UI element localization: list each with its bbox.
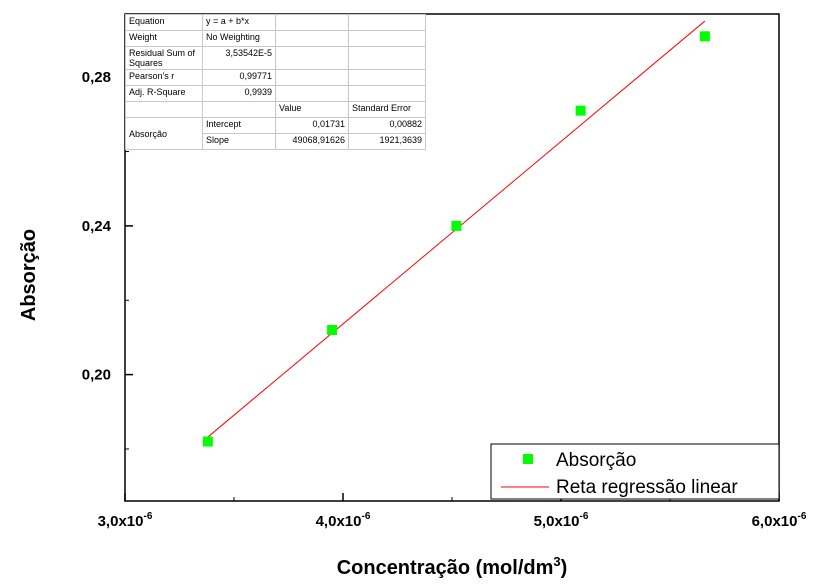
x-tick-exponent: -6 (143, 511, 152, 522)
y-tick-label: 0,24 (82, 218, 112, 235)
table-row: Slope 49068,91626 1921,3639 (126, 133, 426, 150)
table-row: Residual Sum of Squares 3,53542E-5 (125, 46, 426, 70)
rss-value: 3,53542E-5 (202, 46, 276, 70)
slope-label: Slope (202, 133, 276, 150)
x-tick-mantissa: 5,0x10 (534, 513, 580, 530)
data-point (699, 31, 710, 42)
intercept-error: 0,00882 (348, 117, 426, 134)
adj-r-square-label: Adj. R-Square (125, 85, 203, 102)
x-axis-title-sup: 3 (553, 554, 560, 569)
pearson-label: Pearson's r (125, 69, 203, 86)
table-row: Value Standard Error (125, 101, 426, 118)
y-tick-labels: 0,20 0,24 0,28 (82, 69, 112, 383)
slope-error: 1921,3639 (348, 133, 426, 150)
legend-label-absorcao: Absorção (556, 450, 636, 471)
weight-value: No Weighting (202, 30, 276, 47)
legend-label-regression: Reta regressão linear (556, 477, 738, 498)
x-tick-label: 4,0x10-6 (316, 511, 371, 530)
x-axis-title-main: Concentração (mol/dm (337, 557, 554, 579)
x-tick-mantissa: 6,0x10 (752, 513, 798, 530)
y-axis-title: Absorção (18, 229, 40, 321)
x-tick-mantissa: 4,0x10 (316, 513, 362, 530)
data-point (202, 436, 213, 447)
weight-label: Weight (125, 30, 203, 47)
legend-box (490, 443, 780, 500)
x-tick-exponent: -6 (361, 511, 370, 522)
x-tick-label: 5,0x10-6 (534, 511, 589, 530)
data-point (327, 324, 338, 335)
value-header: Value (275, 101, 349, 118)
table-row: Pearson's r 0,99771 (125, 69, 426, 86)
slope-value: 49068,91626 (275, 133, 349, 150)
x-tick-mantissa: 3,0x10 (98, 513, 144, 530)
adj-r-square-value: 0,9939 (202, 85, 276, 102)
table-row: Absorção Intercept 0,01731 0,00882 (125, 117, 426, 150)
table-row: Equation y = a + b*x (125, 14, 426, 31)
x-axis-title-end: ) (561, 557, 568, 579)
legend-marker-absorcao (523, 454, 533, 464)
x-axis-title: Concentração (mol/dm3) (337, 554, 568, 579)
legend: Absorção Reta regressão linear (490, 443, 780, 500)
fit-results-table: Equation y = a + b*x Weight No Weighting… (125, 14, 426, 150)
y-tick-label: 0,20 (82, 367, 111, 384)
table-row: Weight No Weighting (125, 30, 426, 47)
x-tick-labels: 3,0x10-6 4,0x10-6 5,0x10-6 6,0x10-6 (98, 511, 807, 530)
x-tick-label: 3,0x10-6 (98, 511, 153, 530)
y-tick-label: 0,28 (82, 69, 111, 86)
data-point (451, 220, 462, 231)
intercept-value: 0,01731 (275, 117, 349, 134)
pearson-value: 0,99771 (202, 69, 276, 86)
x-tick-label: 6,0x10-6 (752, 511, 807, 530)
x-tick-exponent: -6 (797, 511, 806, 522)
x-tick-exponent: -6 (579, 511, 588, 522)
equation-value: y = a + b*x (202, 14, 276, 31)
stderr-header: Standard Error (348, 101, 426, 118)
data-point (575, 105, 586, 116)
equation-label: Equation (125, 14, 203, 31)
table-row: Adj. R-Square 0,9939 (125, 85, 426, 102)
group-label: Absorção (125, 117, 203, 150)
series-layer (202, 20, 710, 447)
rss-label: Residual Sum of Squares (125, 46, 203, 70)
intercept-label: Intercept (202, 117, 276, 134)
